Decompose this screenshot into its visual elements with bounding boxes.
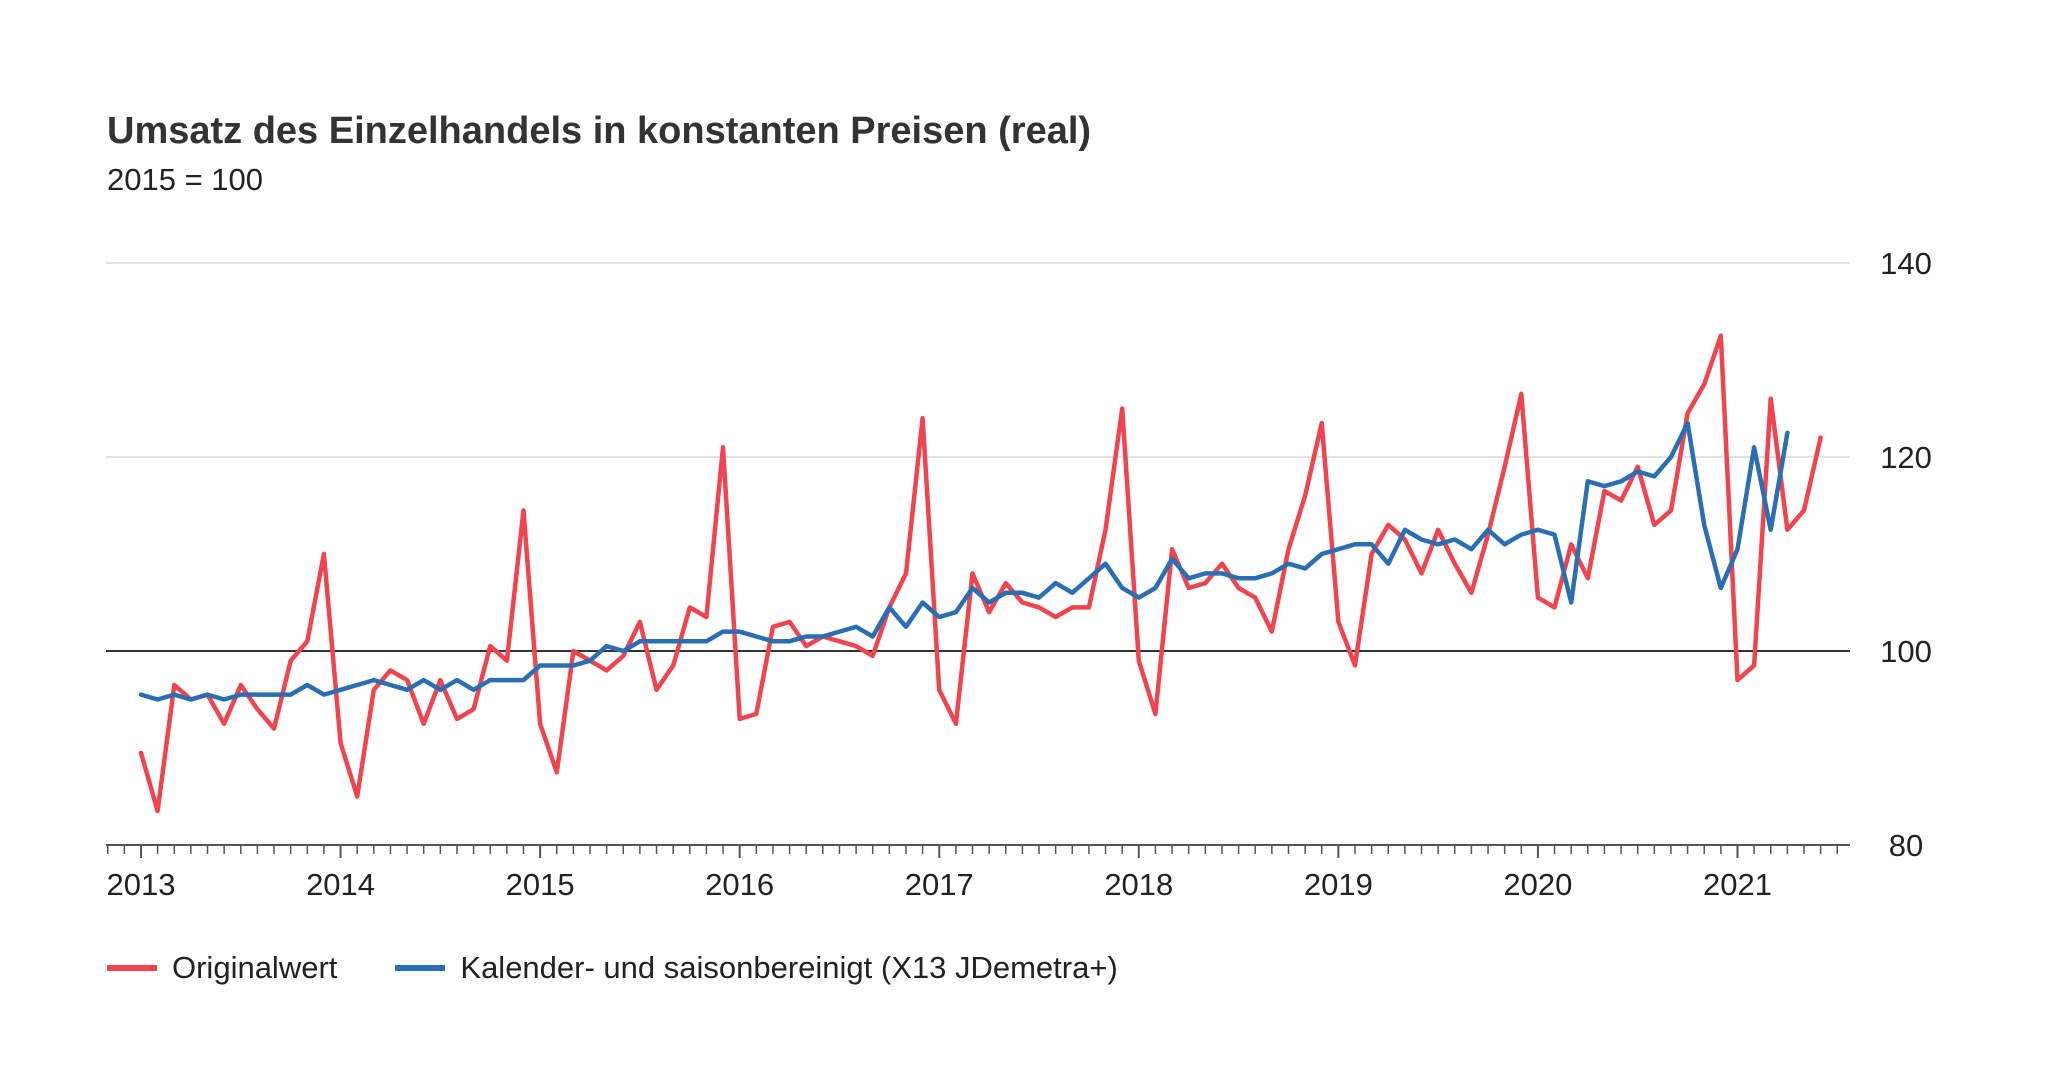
x-tick-label: 2018 (1104, 867, 1173, 902)
x-tick-label: 2020 (1503, 867, 1572, 902)
y-tick-label: 140 (1880, 246, 1932, 281)
legend-swatch-adjusted (395, 965, 446, 971)
y-tick-label: 120 (1880, 440, 1932, 475)
y-tick-label: 80 (1889, 828, 1923, 863)
legend-item-adjusted: Kalender- und saisonbereinigt (X13 JDeme… (395, 950, 1118, 986)
legend-item-original: Originalwert (107, 950, 337, 986)
legend-label-adjusted: Kalender- und saisonbereinigt (X13 JDeme… (460, 950, 1118, 985)
y-tick-label: 100 (1880, 634, 1932, 669)
series-line-adjusted (138, 420, 1790, 702)
x-tick-label: 2013 (107, 867, 176, 902)
chart-legend: Originalwert Kalender- und saisonbereini… (107, 950, 1176, 986)
chart-subtitle: 2015 = 100 (107, 162, 264, 197)
legend-label-original: Originalwert (172, 950, 338, 985)
legend-swatch-original (107, 965, 157, 971)
series-line-original (138, 333, 1823, 814)
x-tick-label: 2019 (1304, 867, 1373, 902)
chart-title: Umsatz des Einzelhandels in konstanten P… (107, 110, 1092, 152)
x-tick-label: 2015 (506, 867, 575, 902)
x-tick-label: 2016 (705, 867, 774, 902)
x-tick-label: 2014 (306, 867, 375, 902)
x-tick-label: 2021 (1703, 867, 1772, 902)
x-tick-label: 2017 (905, 867, 974, 902)
